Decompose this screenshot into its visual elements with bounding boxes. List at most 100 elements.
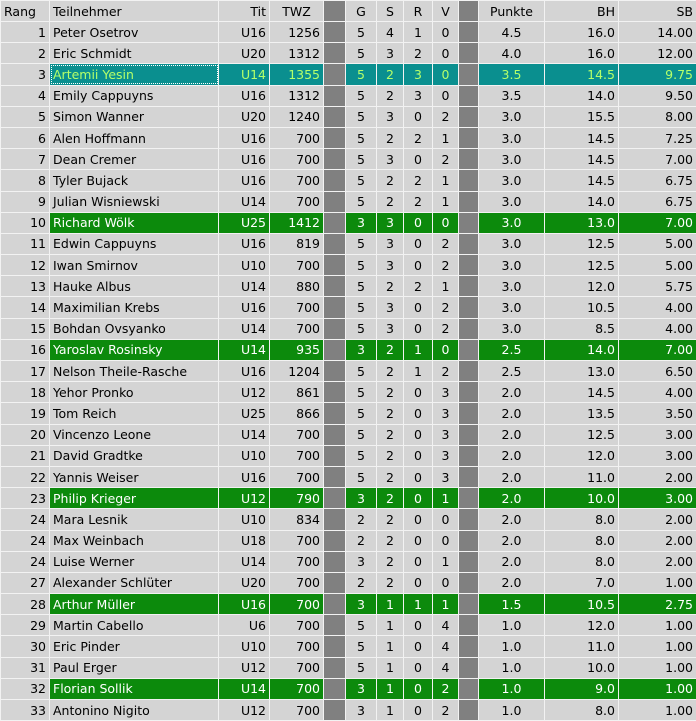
separator-column	[458, 126, 479, 150]
column-header[interactable]: Rang	[0, 0, 50, 22]
player-row[interactable]: 6 Alen Hoffmann U16 700 5 2 2 1 3.0 14.5 7.25	[0, 126, 696, 150]
cell: 2	[432, 232, 459, 256]
cell: 2	[376, 359, 404, 383]
cell: 3.00	[618, 444, 696, 467]
cell: 3	[376, 232, 404, 256]
cell: 6.75	[618, 190, 696, 213]
player-row[interactable]: 8 Tyler Bujack U16 700 5 2 2 1 3.0 14.5 6.75	[0, 169, 696, 192]
separator-column	[323, 148, 346, 171]
cell: 3	[376, 148, 404, 171]
player-row[interactable]: 22 Yannis Weiser U16 700 5 2 0 3 2.0 11.0 2.00	[0, 465, 696, 489]
cell: 1	[376, 656, 404, 679]
player-row[interactable]: 9 Julian Wisniewski U14 700 5 2 2 1 3.0 14.0 6.75	[0, 190, 696, 213]
cell: 7.00	[618, 211, 696, 234]
cell: 2	[432, 254, 459, 277]
cell: U16	[218, 359, 270, 383]
player-row[interactable]: 18 Yehor Pronko U12 861 5 2 0 3 2.0 14.5 4.00	[0, 381, 696, 404]
cell: 3	[376, 211, 404, 234]
cell: 4.5	[478, 20, 545, 44]
player-row[interactable]: 23 Philip Krieger U12 790 3 2 0 1 2.0 10.0 3.00	[0, 487, 696, 510]
cell: U12	[218, 698, 270, 721]
player-row[interactable]: 4 Emily Cappuyns U16 1312 5 2 3 0 3.5 14.0 9.50	[0, 84, 696, 107]
player-row[interactable]: 32 Florian Sollik U14 700 3 1 0 2 1.0 9.0 1.00	[0, 677, 696, 701]
column-header[interactable]: SB	[618, 0, 696, 22]
table-body: 1 Peter Osetrov U16 1256 5 4 1 0 4.5 16.0 14.00 2 Er…	[0, 20, 696, 721]
cell: 1240	[269, 105, 324, 128]
cell: 834	[269, 508, 324, 531]
player-row[interactable]: 16 Yaroslav Rosinsky U14 935 3 2 1 0 2.5 14.0 7.00	[0, 338, 696, 362]
column-header[interactable]: S	[376, 0, 404, 22]
player-row[interactable]: 10 Richard Wölk U25 1412 3 3 0 0 3.0 13.0 7.00	[0, 211, 696, 234]
player-row[interactable]: 21 David Gradtke U10 700 5 2 0 3 2.0 12.0 3.00	[0, 444, 696, 467]
cell: 3	[376, 317, 404, 340]
player-row[interactable]: 33 Antonino Nigito U12 700 3 1 0 2 1.0 8.0 1.00	[0, 698, 696, 721]
player-row[interactable]: 30 Eric Pinder U10 700 5 1 0 4 1.0 11.0 1.00	[0, 635, 696, 658]
player-row[interactable]: 31 Paul Erger U12 700 5 1 0 4 1.0 10.0 1.00	[0, 656, 696, 679]
player-row[interactable]: 19 Tom Reich U25 866 5 2 0 3 2.0 13.5 3.50	[0, 402, 696, 425]
cell: 2	[376, 338, 404, 362]
player-row[interactable]: 24 Max Weinbach U18 700 2 2 0 0 2.0 8.0 2.00	[0, 529, 696, 552]
separator-column	[458, 42, 479, 65]
separator-column	[323, 232, 346, 256]
player-row[interactable]: 28 Arthur Müller U16 700 3 1 1 1 1.5 10.5 2.75	[0, 593, 696, 616]
cell: 1.5	[478, 593, 545, 616]
cell: 2	[376, 169, 404, 192]
cell: David Gradtke	[49, 444, 219, 467]
cell: 700	[269, 529, 324, 552]
cell: 27	[0, 571, 50, 595]
column-header[interactable]: Punkte	[478, 0, 545, 22]
cell: 2	[376, 381, 404, 404]
separator-column	[458, 317, 479, 340]
player-row[interactable]: 24 Luise Werner U14 700 3 2 0 1 2.0 8.0 2.00	[0, 550, 696, 573]
column-header[interactable]: BH	[544, 0, 619, 22]
cell: 2.0	[478, 465, 545, 489]
player-row[interactable]: 11 Edwin Cappuyns U16 819 5 3 0 2 3.0 12.5 5.00	[0, 232, 696, 256]
cell: Philip Krieger	[49, 487, 219, 510]
player-row[interactable]: 17 Nelson Theile-Rasche U16 1204 5 2 1 2 2.5 13.0…	[0, 359, 696, 383]
cell: 5	[345, 465, 377, 489]
cell: 1.00	[618, 614, 696, 637]
cell: U16	[218, 126, 270, 150]
player-row[interactable]: 24 Mara Lesnik U10 834 2 2 0 0 2.0 8.0 2.00	[0, 508, 696, 531]
player-row[interactable]: 1 Peter Osetrov U16 1256 5 4 1 0 4.5 16.0 14.00	[0, 20, 696, 44]
cell: 0	[403, 232, 433, 256]
player-row[interactable]: 2 Eric Schmidt U20 1312 5 3 2 0 4.0 16.0 12.00	[0, 42, 696, 65]
separator-column	[323, 317, 346, 340]
cell: 1	[376, 593, 404, 616]
cell: 2	[376, 529, 404, 552]
column-header[interactable]: R	[403, 0, 433, 22]
player-row[interactable]: 20 Vincenzo Leone U14 700 5 2 0 3 2.0 12.5 3.00	[0, 423, 696, 446]
column-header[interactable]: Tit	[218, 0, 270, 22]
player-row[interactable]: 29 Martin Cabello U6 700 5 1 0 4 1.0 12.0 1.00	[0, 614, 696, 637]
column-header[interactable]: TWZ	[269, 0, 324, 22]
cell: Alexander Schlüter	[49, 571, 219, 595]
cell: 29	[0, 614, 50, 637]
cell: Tom Reich	[49, 402, 219, 425]
player-row[interactable]: 15 Bohdan Ovsyanko U14 700 5 3 0 2 3.0 8.5 4.00	[0, 317, 696, 340]
cell: 14.0	[544, 338, 619, 362]
cell: Luise Werner	[49, 550, 219, 573]
cell: 1.00	[618, 677, 696, 701]
player-row[interactable]: 5 Simon Wanner U20 1240 5 3 0 2 3.0 15.5 8.00	[0, 105, 696, 128]
separator-column	[323, 169, 346, 192]
cell: 3	[345, 338, 377, 362]
player-row[interactable]: 7 Dean Cremer U16 700 5 3 0 2 3.0 14.5 7.00	[0, 148, 696, 171]
column-header[interactable]: Teilnehmer	[49, 0, 219, 22]
cell: U16	[218, 465, 270, 489]
column-header[interactable]: G	[345, 0, 377, 22]
cell: 12.5	[544, 423, 619, 446]
player-row[interactable]: 13 Hauke Albus U14 880 5 2 2 1 3.0 12.0 5.75	[0, 275, 696, 298]
cell: 2.0	[478, 444, 545, 467]
cell: 3.0	[478, 275, 545, 298]
cell: 935	[269, 338, 324, 362]
cell: 2	[432, 698, 459, 721]
player-row[interactable]: 27 Alexander Schlüter U20 700 2 2 0 0 2.0 7.0 1.00	[0, 571, 696, 595]
separator-column	[458, 465, 479, 489]
player-row[interactable]: 3 Artemii Yesin U14 1355 5 2 3 0 3.5 14.5 9.75	[0, 63, 696, 86]
cell: 1256	[269, 20, 324, 44]
player-row[interactable]: 14 Maximilian Krebs U16 700 5 3 0 2 3.0 10.5 4.00	[0, 296, 696, 319]
player-row[interactable]: 12 Iwan Smirnov U10 700 5 3 0 2 3.0 12.5 5.00	[0, 254, 696, 277]
cell: 13.5	[544, 402, 619, 425]
column-header[interactable]: V	[432, 0, 459, 22]
